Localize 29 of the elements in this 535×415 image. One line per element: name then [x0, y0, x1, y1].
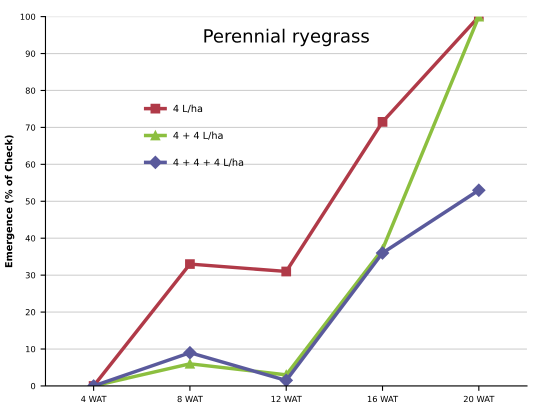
x-tick-label: 4 WAT	[81, 396, 107, 402]
x-tick-label: 20 WAT	[464, 396, 494, 402]
point	[185, 358, 195, 369]
point	[376, 246, 390, 260]
y-tick-label: 100	[20, 14, 36, 20]
y-tick-label: 60	[26, 161, 36, 168]
y-tick-label: 80	[26, 87, 36, 94]
y-axis-title: Emergence (% of Check)	[4, 135, 14, 268]
point	[281, 266, 292, 276]
y-tick-label: 20	[26, 309, 36, 316]
point	[472, 184, 486, 197]
y-tick-label: 30	[26, 272, 36, 278]
legend-label: 4 + 4 + 4 L/ha	[173, 158, 244, 167]
x-tick-label: 8 WAT	[178, 396, 203, 402]
y-tick-label: 10	[26, 346, 36, 352]
y-tick-label: 90	[26, 50, 36, 57]
y-tick-label: 70	[26, 124, 36, 131]
point	[378, 117, 388, 127]
x-tick-label: 16 WAT	[368, 396, 398, 402]
point	[185, 259, 195, 269]
x-tick-label: 12 WAT	[272, 396, 302, 402]
legend-label: 4 + 4 L/ha	[173, 132, 223, 140]
y-tick-label: 50	[26, 198, 36, 205]
text: Perennial ryegrass	[204, 28, 369, 46]
y-tick-label: 40	[26, 235, 36, 242]
point	[183, 346, 197, 360]
y-tick-label: 0	[31, 382, 36, 390]
point	[280, 374, 293, 386]
legend-label: 4 L/ha	[173, 104, 202, 113]
